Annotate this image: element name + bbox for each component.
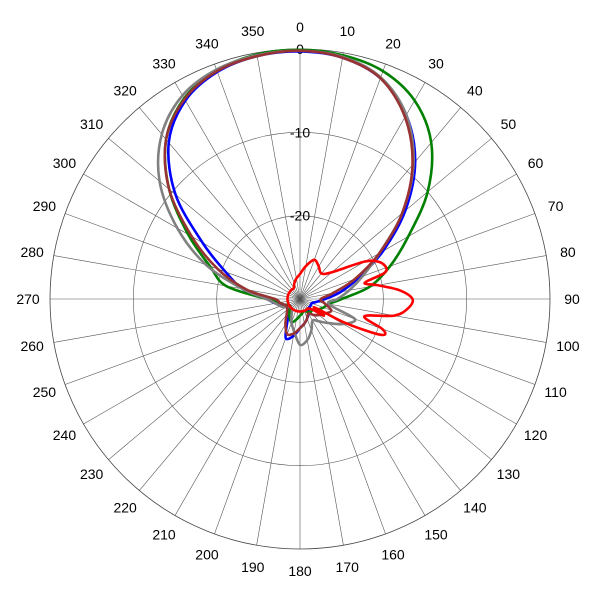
spoke-220 [139, 298, 301, 491]
spoke-150 [299, 298, 426, 516]
angle-tick-label: 150 [424, 527, 448, 543]
angle-tick-label: 280 [20, 244, 44, 260]
angle-tick-label: 70 [548, 198, 564, 214]
spoke-190 [256, 298, 301, 546]
angle-tick-label: 300 [53, 155, 77, 171]
angle-tick-label: 120 [524, 427, 548, 443]
ring--20 [216, 215, 384, 383]
series-line-4 [163, 49, 414, 337]
radial-tick-label: -20 [290, 208, 310, 224]
series-line-3 [156, 49, 415, 347]
angle-tick-label: 40 [467, 83, 483, 99]
ring--10 [133, 132, 467, 466]
angle-tick-label: 270 [16, 291, 40, 307]
spoke-210 [174, 298, 301, 516]
angle-tick-label: 50 [501, 116, 517, 132]
angle-tick-label: 0 [296, 19, 304, 35]
angle-tick-label: 340 [195, 35, 219, 51]
spoke-340 [214, 63, 301, 300]
angle-tick-label: 110 [544, 384, 567, 400]
spoke-100 [299, 298, 547, 343]
spoke-80 [299, 255, 547, 300]
angle-tick-label: 10 [339, 23, 355, 39]
angle-tick-label: 180 [288, 563, 312, 579]
spoke-230 [108, 298, 301, 460]
angle-tick-label: 170 [336, 559, 360, 575]
angle-tick-label: 190 [241, 559, 265, 575]
angle-tick-label: 220 [113, 499, 137, 515]
spoke-260 [53, 298, 301, 343]
angle-tick-label: 30 [428, 55, 444, 71]
angle-tick-label: 210 [152, 527, 176, 543]
angle-tick-labels: 0 10 20 30 40 50 60 70 80 90 100 110 120 130 140 150 160… [16, 19, 580, 579]
spoke-110 [299, 298, 536, 385]
angle-tick-label: 290 [33, 198, 57, 214]
radial-tick-label: -10 [290, 124, 310, 140]
angle-tick-label: 20 [385, 35, 401, 51]
angle-tick-label: 80 [560, 244, 576, 260]
spoke-10 [299, 52, 344, 300]
spoke-160 [299, 298, 386, 535]
angle-tick-label: 260 [20, 338, 44, 354]
spoke-170 [299, 298, 344, 546]
series-group [156, 48, 434, 347]
angle-tick-label: 60 [528, 155, 544, 171]
angle-tick-label: 240 [53, 427, 77, 443]
spoke-350 [256, 52, 301, 300]
angle-tick-label: 200 [195, 547, 219, 563]
angle-tick-label: 310 [80, 116, 104, 132]
angle-tick-label: 330 [152, 55, 176, 71]
angle-tick-label: 100 [556, 338, 580, 354]
spoke-290 [64, 213, 301, 300]
angle-tick-label: 140 [463, 499, 487, 515]
angle-tick-label: 230 [80, 466, 104, 482]
spoke-140 [299, 298, 461, 491]
spoke-250 [64, 298, 301, 385]
spoke-310 [108, 138, 301, 300]
spoke-330 [174, 82, 301, 300]
spoke-130 [299, 298, 492, 460]
spoke-280 [53, 255, 301, 300]
angle-tick-label: 350 [241, 23, 265, 39]
angle-tick-label: 250 [33, 384, 57, 400]
angle-tick-label: 90 [564, 291, 580, 307]
series-line-2 [163, 48, 434, 324]
spoke-70 [299, 213, 536, 300]
angle-tick-label: 320 [113, 83, 137, 99]
series-line-5 [286, 258, 415, 337]
spoke-240 [83, 298, 301, 425]
spoke-40 [299, 107, 461, 300]
angle-tick-label: 160 [381, 547, 405, 563]
angle-tick-label: 130 [497, 466, 521, 482]
